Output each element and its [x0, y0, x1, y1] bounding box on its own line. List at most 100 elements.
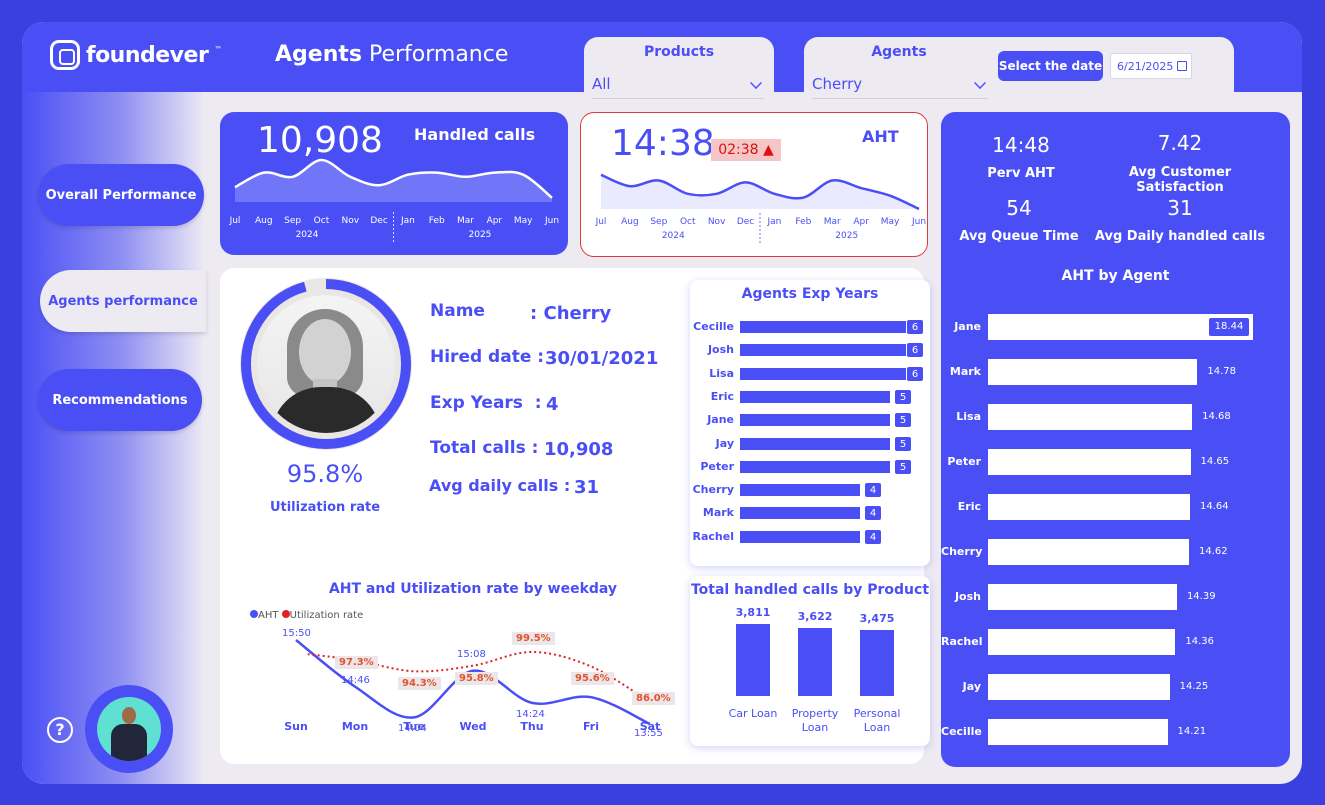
agent-name: Peter [947, 455, 981, 468]
user-avatar[interactable] [85, 685, 173, 773]
month-tick: Apr [853, 217, 869, 227]
util-data-label: 99.5% [512, 632, 555, 645]
agent-name: Jay [962, 680, 981, 693]
util-legend-dot [281, 610, 290, 618]
exp-bar [740, 321, 920, 333]
name-value: : Cherry [530, 303, 611, 324]
utilization-value: 95.8% [286, 460, 364, 488]
foundever-logo-icon [50, 40, 80, 70]
exp-value: 4 [546, 394, 559, 415]
exp-bar [740, 414, 890, 427]
logo-trademark: ™ [214, 44, 223, 54]
aht-agent-value: 14.64 [1200, 501, 1229, 512]
aht-data-label: 14:24 [516, 708, 545, 720]
utilization-arc [241, 279, 411, 449]
agent-name: Cecille [941, 725, 982, 738]
month-tick: Jun [911, 217, 927, 227]
year-label: 2024 [661, 231, 685, 241]
date-input-value: 6/21/2025 [1117, 60, 1174, 73]
month-tick: Jul [229, 216, 241, 226]
aht-data-label: 14:04 [398, 723, 427, 735]
daily-label-text: Avg daily calls [429, 476, 559, 495]
nav-overall-performance-label: Overall Performance [45, 187, 197, 203]
exp-bar-label: 4 [864, 528, 882, 545]
product-value: 3,622 [797, 609, 833, 623]
agent-photo [257, 295, 395, 433]
month-tick: Sep [650, 217, 668, 227]
exp-label-text: Exp Years [430, 393, 523, 413]
nav-agents-performance[interactable]: Agents performance [40, 270, 206, 332]
aht-agent-bar [988, 449, 1191, 475]
month-tick: Mar [823, 217, 841, 227]
month-tick: Feb [795, 217, 812, 227]
agent-profile-panel: 95.8% Utilization rate Name : Cherry Hir… [220, 268, 930, 764]
product-name: Personal Loan [853, 707, 901, 734]
calendar-icon [1177, 61, 1187, 71]
calls-value: 10,908 [544, 439, 614, 460]
exp-agent-name: Jane [707, 413, 734, 427]
year-label: 2024 [295, 230, 319, 240]
date-input[interactable]: 6/21/2025 [1110, 53, 1192, 79]
aht-title: AHT [862, 127, 899, 146]
exp-bar [740, 530, 860, 543]
exp-bar-label: 6 [906, 365, 924, 382]
aht-agent-value: 14.25 [1179, 681, 1209, 692]
aht-by-agent-title: AHT by Agent [1061, 268, 1170, 284]
by-product-title: Total handled calls by Product [690, 582, 930, 598]
exp-bar-label: 4 [864, 505, 882, 522]
aht-agent-value: 14.21 [1177, 726, 1207, 737]
calls-sep: : [531, 438, 539, 458]
agent-name: Josh [954, 590, 981, 603]
products-dropdown[interactable]: All [592, 75, 764, 99]
help-icon[interactable]: ? [47, 717, 73, 743]
hired-sep: : [537, 347, 545, 367]
product-bar [798, 627, 832, 696]
sparkline-line [600, 173, 920, 211]
aht-data-label: 13:55 [634, 728, 663, 739]
month-tick: Nov [707, 217, 726, 227]
weekday-tick: Thu [520, 720, 544, 733]
exp-bar-label: 6 [906, 319, 924, 335]
month-tick: Jul [595, 217, 607, 227]
month-tick: Mar [457, 216, 475, 226]
exp-agent-name: Mark [702, 506, 734, 520]
handled-calls-sparkline [234, 158, 553, 242]
product-bar [860, 630, 894, 696]
hired-label: Hired date : [430, 347, 544, 367]
aht-agent-bar [988, 404, 1193, 430]
exp-agent-name: Jay [715, 436, 734, 450]
avg-daily-label: Avg Daily handled calls [1094, 229, 1266, 244]
aht-data-label: 15:08 [457, 648, 486, 660]
sidebar: Overall Performance Agents performance R… [22, 92, 206, 784]
dashboard-frame: foundever ™ Agents Performance Products A… [22, 22, 1302, 784]
agents-dropdown[interactable]: Cherry [812, 75, 988, 99]
aht-agent-bar [988, 719, 1168, 745]
top-bar: foundever ™ Agents Performance Products A… [22, 22, 1302, 99]
month-tick: Feb [428, 216, 445, 226]
exp-agent-name: Eric [710, 389, 734, 403]
exp-bar [740, 367, 920, 380]
agents-filter-label: Agents [871, 44, 927, 60]
aht-line [295, 639, 651, 726]
agent-name: Cherry [941, 545, 983, 558]
nav-overall-performance[interactable]: Overall Performance [38, 164, 204, 226]
month-tick: Dec [370, 216, 388, 226]
weekday-tick: Tue [403, 720, 425, 733]
aht-agent-value: 14.78 [1207, 366, 1236, 377]
exp-bar-label: 6 [906, 342, 924, 359]
exp-bar [740, 484, 860, 497]
select-date-button[interactable]: Select the date [998, 51, 1103, 81]
avg-csat-value: 7.42 [1157, 131, 1203, 155]
hired-label-text: Hired date [430, 347, 532, 367]
nav-recommendations[interactable]: Recommendations [38, 369, 202, 431]
logo-text: foundever [86, 42, 209, 68]
exp-agent-name: Rachel [692, 529, 734, 543]
aht-agent-value: 14.68 [1202, 411, 1231, 422]
handled-calls-card: 10,908 Handled calls Jul Aug Sep Oct Nov Dec J… [220, 112, 568, 255]
exp-agent-name: Lisa [709, 366, 734, 380]
avg-csat-label: Avg Customer Satisfaction [1128, 165, 1232, 195]
aht-data-label: 15:50 [282, 628, 311, 639]
month-tick: May [880, 217, 900, 227]
calls-label: Total calls : [430, 438, 538, 458]
aht-agent-value: 18.44 [1209, 318, 1249, 336]
